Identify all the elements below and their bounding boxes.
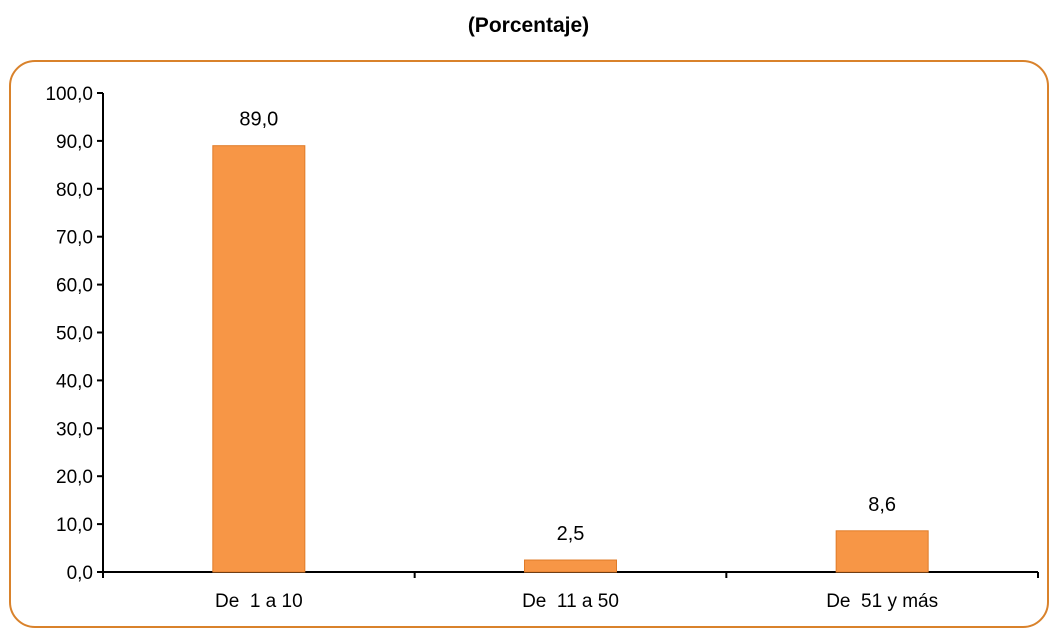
y-tick-label: 50,0 <box>56 324 93 345</box>
x-category-label: De 11 a 50 <box>522 591 619 612</box>
data-label: 2,5 <box>557 523 585 545</box>
y-tick-label: 30,0 <box>56 419 93 440</box>
y-tick-label: 70,0 <box>56 228 93 249</box>
bar <box>212 145 306 573</box>
chart-title: (Porcentaje) <box>467 14 590 37</box>
y-tick-label: 20,0 <box>56 467 93 488</box>
y-tick-label: 60,0 <box>56 276 93 297</box>
x-category-label: De 51 y más <box>826 591 938 612</box>
data-label: 8,6 <box>868 494 896 516</box>
y-tick-label: 80,0 <box>56 180 93 201</box>
y-tick-label: 90,0 <box>56 132 93 153</box>
data-label: 89,0 <box>239 109 278 131</box>
y-tick-label: 100,0 <box>45 84 93 105</box>
bar <box>835 530 929 573</box>
x-category-label: De 1 a 10 <box>215 591 303 612</box>
chart-frame <box>9 60 1049 628</box>
y-tick-label: 0,0 <box>67 563 93 584</box>
bar <box>524 559 617 573</box>
y-tick-label: 10,0 <box>56 515 93 536</box>
y-tick-label: 40,0 <box>56 371 93 392</box>
